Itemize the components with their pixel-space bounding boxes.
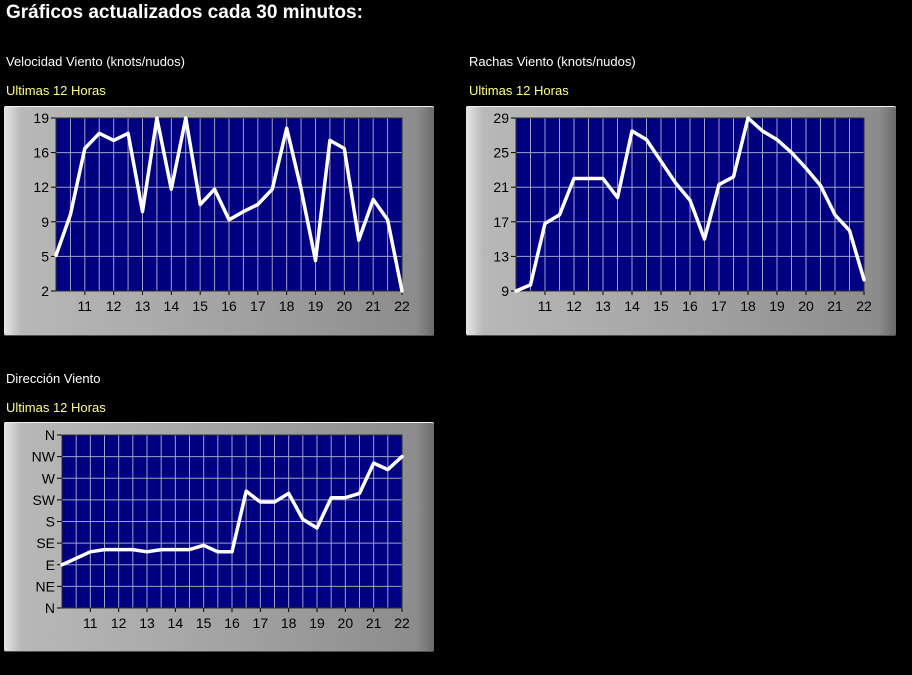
x-tick-label: 16 [682,298,698,314]
x-tick-label: 13 [595,298,611,314]
wind-gust-chart: 29 25 21 17 13 9 11 12 13 14 15 16 17 18 19 20 21 22 [466,106,896,336]
y-tick-label: S [46,514,55,530]
x-tick-label: 11 [83,615,98,631]
y-tick-label: 2 [41,283,49,299]
y-tick-label: NW [32,449,56,465]
x-tick-label: 22 [394,615,410,631]
x-tick-label: 13 [139,615,155,631]
x-tick-label: 11 [78,298,93,314]
x-tick-label: 21 [365,298,381,314]
y-tick-label: 12 [33,179,49,195]
chart-svg: 29 25 21 17 13 9 11 12 13 14 15 16 17 18 19 20 21 22 [493,110,872,314]
x-tick-label: 18 [281,615,297,631]
x-tick-label: 19 [309,615,325,631]
x-tick-label: 12 [566,298,582,314]
plot-border [61,434,403,609]
x-tick-label: 18 [740,298,756,314]
plot-border [515,117,865,292]
wind-speed-chart-title: Velocidad Viento (knots/nudos) [6,54,185,69]
wind-direction-chart-title: Dirección Viento [6,371,101,386]
y-tick-label: 25 [493,145,509,161]
y-tick-label: NE [36,578,55,594]
x-tick-label: 16 [221,298,237,314]
y-tick-label: 13 [493,248,509,264]
y-tick-label: SW [32,492,55,508]
plot-border [55,117,403,292]
y-tick-label: 21 [493,179,509,195]
chart-svg: 19 16 12 9 5 2 11 12 13 14 15 16 17 18 19 20 21 22 [33,110,410,314]
x-tick-label: 19 [308,298,324,314]
x-tick-label: 17 [711,298,727,314]
x-tick-label: 21 [827,298,843,314]
page-title: Gráficos actualizados cada 30 minutos: [6,2,363,23]
x-tick-label: 12 [111,615,127,631]
series-line [54,116,404,293]
x-tick-label: 20 [337,298,353,314]
x-tick-label: 16 [224,615,240,631]
wind-speed-chart: 19 16 12 9 5 2 11 12 13 14 15 16 17 18 19 20 21 22 [4,106,434,336]
y-tick-label: N [45,600,55,616]
y-tick-label: 9 [41,214,49,230]
wind-speed-chart-subtitle: Ultimas 12 Horas [6,83,106,98]
wind-gust-chart-subtitle: Ultimas 12 Horas [469,83,569,98]
y-tick-label: E [46,557,55,573]
x-tick-label: 22 [394,298,410,314]
x-tick-label: 17 [253,615,269,631]
x-tick-label: 17 [250,298,266,314]
wind-direction-chart-subtitle: Ultimas 12 Horas [6,400,106,415]
x-tick-label: 15 [653,298,669,314]
x-tick-label: 15 [192,298,208,314]
x-tick-label: 22 [856,298,872,314]
x-tick-label: 15 [196,615,212,631]
x-tick-label: 14 [624,298,640,314]
y-tick-label: SE [36,535,55,551]
wind-direction-chart: N NW W SW S SE E NE N 11 12 13 14 15 16 17 18 19 20 21 22 [4,422,434,652]
x-tick-label: 14 [164,298,180,314]
y-tick-label: N [45,427,55,443]
x-tick-label: 20 [798,298,814,314]
x-tick-label: 12 [106,298,122,314]
y-tick-label: 9 [501,283,509,299]
series-line [514,116,866,293]
x-tick-label: 19 [769,298,785,314]
series-line [60,454,404,567]
y-tick-label: W [42,470,56,486]
x-tick-label: 13 [135,298,151,314]
x-tick-label: 21 [366,615,382,631]
y-tick-label: 29 [493,110,509,126]
y-tick-label: 17 [493,214,509,230]
y-tick-label: 5 [41,248,49,264]
y-tick-label: 19 [33,110,49,126]
wind-gust-chart-title: Rachas Viento (knots/nudos) [469,54,636,69]
x-tick-label: 18 [279,298,295,314]
y-tick-label: 16 [33,145,49,161]
x-tick-label: 14 [168,615,184,631]
x-tick-label: 20 [338,615,354,631]
chart-svg: N NW W SW S SE E NE N 11 12 13 14 15 16 17 18 19 20 21 22 [32,427,410,631]
x-tick-label: 11 [538,298,553,314]
